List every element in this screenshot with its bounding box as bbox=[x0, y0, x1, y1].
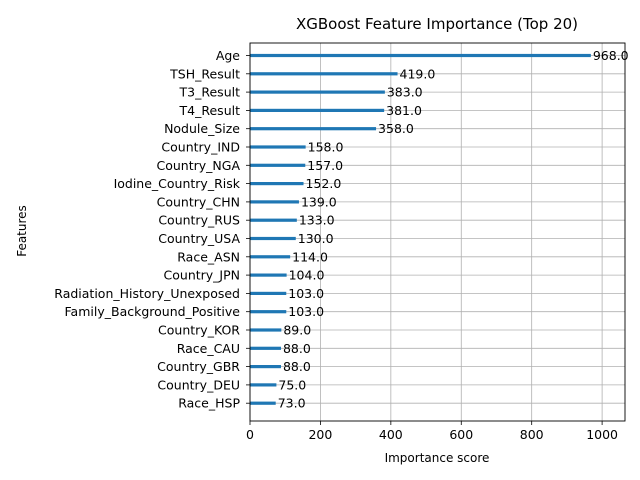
y-tick-label: Iodine_Country_Risk bbox=[114, 176, 241, 191]
bar-value-label: 73.0 bbox=[278, 396, 306, 411]
bars-layer bbox=[250, 53, 591, 405]
bar-value-label: 88.0 bbox=[283, 341, 311, 356]
bar bbox=[250, 365, 281, 369]
y-tick-label: TSH_Result bbox=[169, 66, 240, 81]
y-tick-label: Country_JPN bbox=[164, 268, 240, 283]
y-tick-label: Race_HSP bbox=[178, 396, 240, 411]
bar bbox=[250, 401, 276, 405]
bar-value-label: 358.0 bbox=[378, 121, 414, 136]
bar-value-label: 152.0 bbox=[306, 176, 342, 191]
bar-value-label: 75.0 bbox=[278, 377, 306, 392]
bar bbox=[250, 90, 385, 94]
bar-value-label: 157.0 bbox=[307, 158, 343, 173]
x-tick-label: 1000 bbox=[586, 427, 618, 442]
y-tick-label: Country_GBR bbox=[157, 359, 240, 374]
bar-value-label: 381.0 bbox=[386, 103, 422, 118]
bar bbox=[250, 383, 277, 387]
bar bbox=[250, 346, 281, 350]
bar bbox=[250, 328, 282, 332]
bar bbox=[250, 273, 287, 277]
y-tick-label: Country_IND bbox=[161, 140, 240, 155]
bar-value-label: 133.0 bbox=[299, 213, 335, 228]
bar bbox=[250, 236, 296, 241]
grid-layer bbox=[249, 43, 625, 421]
bar-value-label: 104.0 bbox=[289, 268, 325, 283]
axes-layer bbox=[246, 42, 626, 425]
y-tick-label: Country_RUS bbox=[158, 213, 240, 228]
bar bbox=[250, 72, 398, 76]
x-tick-label: 0 bbox=[246, 427, 254, 442]
labels-layer: 968.0 Age 419.0 TSH_Result 383.0 T3_Result 381… bbox=[54, 48, 628, 442]
y-tick-label: Age bbox=[216, 48, 240, 63]
y-tick-label: Country_NGA bbox=[157, 158, 241, 173]
bar bbox=[250, 127, 377, 131]
x-tick-label: 600 bbox=[449, 427, 473, 442]
bar-value-label: 114.0 bbox=[292, 249, 328, 264]
y-tick-label: Nodule_Size bbox=[164, 121, 240, 136]
bar-value-label: 130.0 bbox=[298, 231, 334, 246]
bar bbox=[250, 108, 385, 112]
bar-value-label: 968.0 bbox=[593, 48, 629, 63]
bar-value-label: 88.0 bbox=[283, 359, 311, 374]
y-tick-label: Family_Background_Positive bbox=[65, 304, 241, 319]
x-tick-label: 800 bbox=[520, 427, 544, 442]
bar bbox=[250, 145, 306, 149]
x-tick-label: 400 bbox=[379, 427, 403, 442]
y-tick-label: Race_CAU bbox=[177, 341, 240, 356]
bar-value-label: 419.0 bbox=[400, 66, 436, 81]
x-axis-label: Importance score bbox=[385, 451, 490, 465]
bar-value-label: 139.0 bbox=[301, 194, 337, 209]
bar bbox=[250, 255, 291, 259]
bar-value-label: 103.0 bbox=[288, 286, 324, 301]
bar bbox=[250, 182, 304, 186]
bar bbox=[250, 53, 591, 58]
y-tick-label: Radiation_History_Unexposed bbox=[54, 286, 240, 301]
y-tick-label: Country_USA bbox=[158, 231, 240, 246]
y-tick-label: Country_CHN bbox=[157, 194, 240, 209]
bar bbox=[250, 163, 306, 167]
y-tick-label: Country_KOR bbox=[158, 323, 240, 338]
y-tick-label: T3_Result bbox=[179, 85, 241, 100]
bar bbox=[250, 310, 287, 314]
bar bbox=[250, 218, 297, 222]
y-axis-label: Features bbox=[15, 205, 29, 257]
bar-value-label: 89.0 bbox=[283, 323, 311, 338]
bar bbox=[250, 200, 299, 204]
bar-value-label: 103.0 bbox=[288, 304, 324, 319]
plot-frame bbox=[249, 42, 626, 422]
chart-title: XGBoost Feature Importance (Top 20) bbox=[296, 15, 578, 33]
bar-value-label: 383.0 bbox=[387, 85, 423, 100]
bar-value-label: 158.0 bbox=[308, 140, 344, 155]
bar bbox=[250, 291, 287, 295]
x-tick-label: 200 bbox=[308, 427, 332, 442]
y-tick-label: Race_ASN bbox=[177, 249, 240, 264]
y-tick-label: Country_DEU bbox=[157, 377, 240, 392]
y-tick-label: T4_Result bbox=[179, 103, 241, 118]
